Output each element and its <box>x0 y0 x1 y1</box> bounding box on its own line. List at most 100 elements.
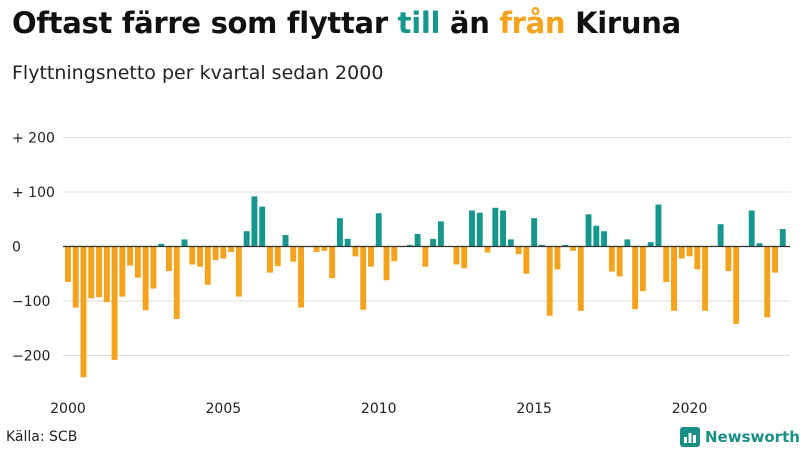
y-tick-label: 0 <box>12 240 21 256</box>
bar <box>329 246 336 279</box>
grid-lines <box>63 137 790 356</box>
x-tick-label: 2010 <box>361 401 397 417</box>
brand-logo: Newsworthy <box>680 427 800 447</box>
bar <box>251 196 258 247</box>
bar <box>717 224 724 247</box>
bar <box>702 246 709 311</box>
x-tick-label: 2005 <box>206 401 242 417</box>
bar <box>158 243 165 247</box>
bar <box>764 246 771 318</box>
bar <box>360 246 367 310</box>
bar <box>725 246 732 272</box>
bar <box>531 218 538 247</box>
bar <box>430 238 437 247</box>
bar <box>181 239 188 247</box>
title-highlight-till: till <box>397 6 441 40</box>
bar-chart-logo-icon <box>680 427 700 447</box>
bar <box>406 244 413 247</box>
bar <box>570 246 576 251</box>
bar <box>500 210 507 247</box>
bar <box>220 246 227 259</box>
y-tick-label: −200 <box>12 349 50 365</box>
bar <box>290 246 297 262</box>
source-note: Källa: SCB <box>6 429 78 445</box>
bar <box>204 246 211 285</box>
bar <box>65 246 71 282</box>
bar <box>624 239 631 247</box>
bar <box>678 246 685 259</box>
bar <box>608 246 615 272</box>
bar <box>96 246 102 298</box>
bar <box>228 246 235 252</box>
bar <box>274 246 281 267</box>
bar <box>453 246 460 265</box>
bar <box>492 207 499 247</box>
bar <box>127 246 134 266</box>
bar <box>173 246 180 319</box>
bar <box>352 246 359 257</box>
bar <box>414 233 421 247</box>
bar <box>484 246 491 253</box>
bar <box>189 246 196 265</box>
bar <box>368 246 374 267</box>
bar <box>585 214 592 247</box>
x-tick-label: 2000 <box>50 401 86 417</box>
bar <box>437 221 444 247</box>
brand-name: Newsworthy <box>705 428 800 446</box>
bar <box>336 218 343 247</box>
bar <box>103 246 110 303</box>
bar <box>321 246 328 251</box>
bar <box>507 239 514 247</box>
chart-title: Oftast färre som flyttar till än från Ki… <box>12 6 681 40</box>
bar <box>593 225 600 247</box>
bar <box>647 242 654 247</box>
bar <box>779 229 786 247</box>
bar <box>166 246 172 272</box>
bar <box>119 246 126 297</box>
bar <box>80 246 87 378</box>
chart-subtitle: Flyttningsnetto per kvartal sedan 2000 <box>12 62 384 84</box>
bar <box>601 231 608 247</box>
bar <box>111 246 118 360</box>
bar <box>756 243 763 247</box>
bar <box>259 206 266 247</box>
title-part-3: Kiruna <box>565 6 681 40</box>
bar <box>655 204 662 247</box>
title-part-2: än <box>440 6 500 40</box>
x-tick-labels: 2000 2005 2010 2015 2020 <box>50 401 707 417</box>
bar <box>538 244 545 247</box>
bar <box>282 235 289 247</box>
bar <box>150 246 157 289</box>
bar <box>461 246 468 269</box>
bar <box>772 246 778 273</box>
bar <box>344 238 351 247</box>
bar <box>235 246 242 297</box>
bar <box>554 246 561 270</box>
bar <box>298 246 304 308</box>
bar <box>142 246 149 311</box>
bar <box>663 246 670 282</box>
bar <box>88 246 95 299</box>
y-tick-label: −100 <box>12 294 50 310</box>
bar <box>243 231 250 247</box>
bar <box>469 210 475 247</box>
y-tick-labels: −200 −100 0 + 100 + 200 <box>12 131 55 365</box>
bar <box>562 244 569 247</box>
bar <box>546 246 553 316</box>
x-tick-label: 2020 <box>672 401 708 417</box>
bar <box>639 246 646 292</box>
bar <box>632 246 639 310</box>
bar <box>422 246 429 267</box>
bar <box>733 246 740 324</box>
title-highlight-fran: från <box>499 6 566 40</box>
bar <box>694 246 701 270</box>
bar <box>383 246 390 281</box>
y-tick-label: + 100 <box>12 185 55 201</box>
bar <box>212 246 219 261</box>
bar <box>375 213 382 247</box>
bar <box>134 246 141 278</box>
x-tick-label: 2015 <box>516 401 552 417</box>
bar <box>267 246 273 273</box>
bar <box>197 246 203 267</box>
